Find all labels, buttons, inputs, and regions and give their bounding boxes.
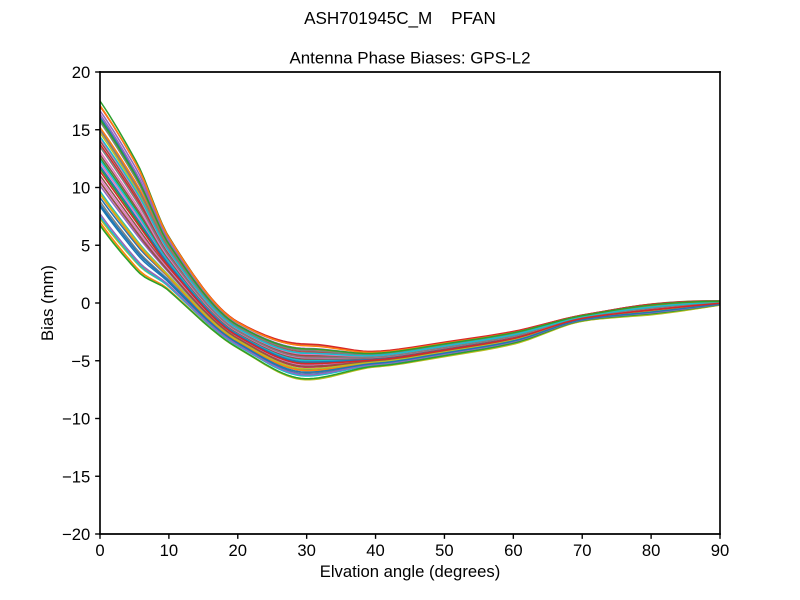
svg-text:−15: −15 [62,467,90,486]
svg-text:0: 0 [81,294,90,313]
svg-text:−5: −5 [71,352,90,371]
svg-text:90: 90 [711,541,730,560]
svg-text:30: 30 [297,541,316,560]
svg-text:5: 5 [81,236,90,255]
svg-text:40: 40 [366,541,385,560]
svg-text:10: 10 [72,179,91,198]
svg-text:Antenna Phase Biases: GPS-L2: Antenna Phase Biases: GPS-L2 [289,49,530,68]
svg-text:−20: −20 [62,525,90,544]
svg-text:0: 0 [95,541,104,560]
svg-text:Elvation angle (degrees): Elvation angle (degrees) [320,562,501,581]
svg-text:ASH701945C_M PFAN: ASH701945C_M PFAN [304,9,496,28]
svg-text:70: 70 [573,541,592,560]
svg-text:Bias (mm): Bias (mm) [38,265,57,341]
svg-text:15: 15 [72,121,91,140]
svg-text:60: 60 [504,541,523,560]
svg-text:−10: −10 [62,410,90,429]
svg-text:20: 20 [229,541,248,560]
svg-text:10: 10 [160,541,179,560]
svg-text:20: 20 [72,63,91,82]
svg-text:80: 80 [642,541,661,560]
svg-text:50: 50 [435,541,454,560]
